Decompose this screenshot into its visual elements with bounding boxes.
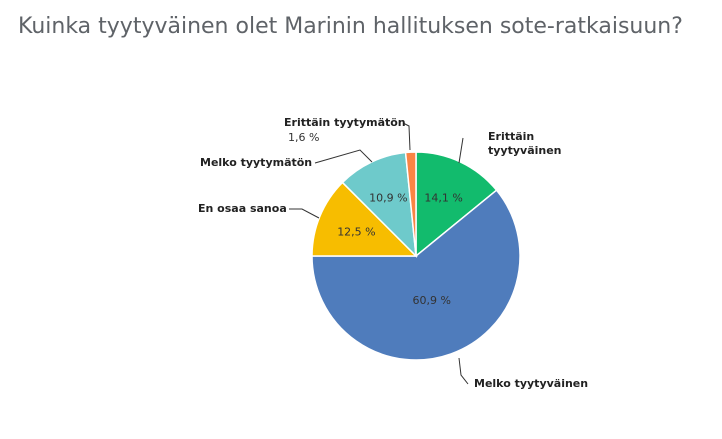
leader-line-en-osaa-sanoa	[289, 208, 320, 219]
pie-slice-en-osaa-sanoa	[311, 181, 418, 257]
data-label-melko-tyytyvainen: 60,9 %	[412, 294, 450, 307]
pie-slice-erittain-tyytymaton	[404, 151, 417, 257]
leader-line-melko-tyytymaton	[314, 149, 373, 164]
category-label-melko-tyytyvainen: Melko tyytyväinen	[474, 377, 588, 390]
leader-line-erittain-tyytyvainen	[458, 137, 464, 164]
category-label-melko-tyytymaton: Melko tyytymätön	[200, 156, 312, 169]
category-label-erittain-tyytyvainen: Erittäin tyytyväinen	[488, 130, 562, 157]
pie-slice-erittain-tyytyvainen	[415, 151, 498, 258]
category-label-erittain-tyytymaton: Erittäin tyytymätön	[284, 116, 406, 129]
leader-line-melko-tyytyvainen	[458, 357, 469, 385]
category-label-en-osaa-sanoa: En osaa sanoa	[198, 202, 287, 215]
page-title: Kuinka tyytyväinen olet Marinin hallituk…	[18, 14, 683, 39]
pie-slice-melko-tyytyvainen	[311, 189, 521, 361]
data-label-erittain-tyytymaton: 1,6 %	[288, 131, 319, 144]
leader-line-erittain-tyytymaton	[402, 122, 411, 151]
data-label-en-osaa-sanoa: 12,5 %	[337, 225, 375, 238]
data-label-melko-tyytymaton: 10,9 %	[369, 192, 407, 205]
data-label-erittain-tyytyvainen: 14,1 %	[424, 192, 462, 205]
